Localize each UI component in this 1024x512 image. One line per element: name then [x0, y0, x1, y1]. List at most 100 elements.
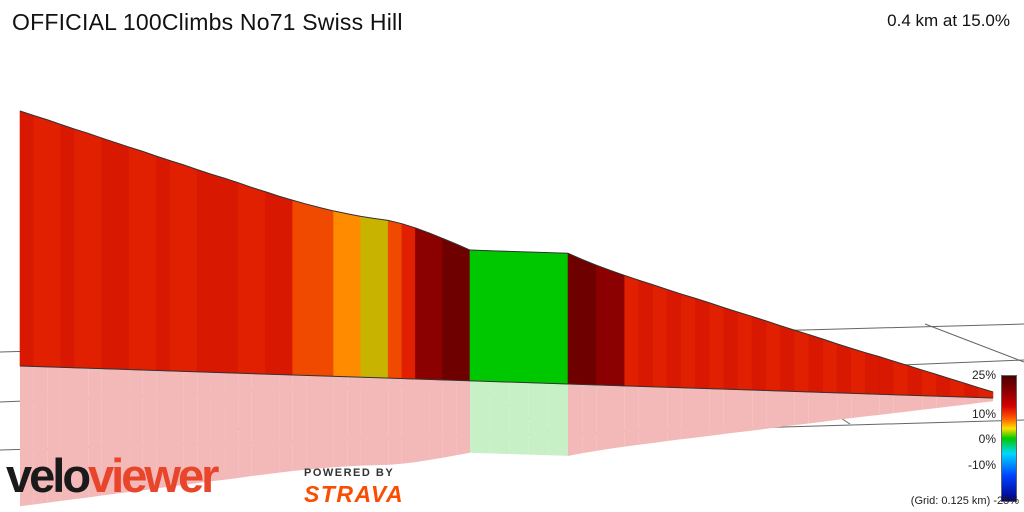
segment-25 [360, 216, 375, 378]
shadow-segment-23 [333, 376, 348, 468]
shadow-segment-57 [837, 392, 852, 420]
segment-5 [87, 132, 103, 370]
shadow-segment-25 [360, 377, 375, 466]
shadow-segment-46 [681, 387, 696, 440]
segment-9 [142, 150, 157, 371]
segment-53 [780, 325, 795, 392]
segment-42 [624, 275, 640, 387]
shadow-segment-17 [251, 373, 266, 477]
segment-13 [196, 169, 212, 373]
segment-14 [210, 173, 225, 374]
segment-6 [101, 137, 116, 370]
shadow-segment-32 [456, 380, 470, 456]
segment-34 [489, 250, 510, 383]
segment-47 [695, 297, 710, 389]
grid-note: (Grid: 0.125 km) -25% [911, 495, 1019, 507]
segment-26 [374, 218, 389, 379]
shadow-segment-60 [879, 394, 894, 415]
shadow-segment-6 [101, 368, 116, 496]
segment-11 [169, 160, 184, 372]
shadow-segment-13 [197, 371, 211, 484]
profile-segments [19, 110, 994, 399]
segment-54 [794, 329, 810, 393]
segment-50 [737, 311, 753, 391]
climb-summary: 0.4 km at 15.0% [887, 11, 1010, 30]
shadow-segment-36 [528, 382, 549, 456]
segment-4 [74, 128, 89, 369]
segment-18 [265, 191, 280, 375]
segment-32 [456, 243, 471, 382]
shadow-segment-59 [865, 393, 880, 417]
shadow-segment-0 [20, 366, 34, 507]
segment-21 [306, 203, 321, 377]
legend-label-minus-10: -10% [967, 458, 996, 472]
shadow-segment-49 [723, 389, 738, 434]
grid-scale-label: (Grid: 0.125 km) [910, 495, 991, 507]
shadow-segment-63 [922, 395, 937, 410]
shadow-segment-8 [129, 369, 143, 492]
shadow-segment-20 [292, 374, 307, 472]
shadow-segment-50 [738, 389, 753, 433]
shadow-segment-35 [509, 382, 529, 455]
shadow-segment-52 [766, 390, 781, 429]
legend-label-minus-25: -25% [993, 495, 1019, 507]
legend-label-10: 10% [971, 407, 996, 421]
shadow-segment-1 [33, 366, 48, 505]
shadow-segment-5 [88, 368, 102, 498]
shadow-segment-62 [908, 395, 923, 412]
logo-part-1: velo [6, 449, 91, 502]
shadow-segment-58 [851, 393, 866, 419]
shadow-segment-42 [624, 385, 639, 447]
segment-19 [278, 195, 294, 376]
shadow-segment-53 [780, 391, 795, 427]
segment-31 [442, 237, 457, 381]
shadow-segment-4 [74, 367, 89, 500]
shadow-segment-65 [950, 396, 965, 407]
segment-24 [346, 213, 362, 378]
segment-48 [709, 302, 725, 390]
shadow-segment-21 [306, 375, 320, 470]
shadow-segment-51 [752, 390, 767, 431]
shadow-segment-34 [489, 381, 510, 454]
shadow-segment-41 [610, 385, 625, 449]
segment-65 [950, 378, 965, 398]
segment-12 [183, 164, 198, 373]
segment-51 [751, 316, 767, 391]
shadow-segment-55 [808, 391, 823, 424]
segment-56 [822, 338, 838, 394]
segment-20 [292, 199, 307, 376]
shadow-segment-47 [695, 388, 710, 438]
shadow-segment-40 [596, 384, 611, 451]
shadow-segment-67 [978, 397, 993, 403]
segment-35 [508, 251, 530, 384]
segment-29 [415, 227, 430, 380]
segment-62 [907, 365, 923, 396]
shadow-segment-10 [156, 370, 170, 489]
shadow-segment-66 [964, 397, 979, 405]
segment-60 [879, 356, 895, 396]
segment-49 [723, 307, 739, 390]
segment-1 [33, 115, 48, 368]
segment-22 [319, 207, 334, 377]
segment-30 [428, 232, 444, 381]
segment-17 [251, 187, 266, 375]
segment-10 [156, 155, 171, 372]
shadow-segment-64 [936, 396, 951, 409]
shadow-segment-22 [320, 375, 334, 469]
shadow-segment-7 [115, 369, 130, 494]
shadow-segment-24 [347, 376, 361, 467]
shadow-segment-39 [582, 384, 597, 454]
segment-40 [596, 264, 611, 386]
segment-61 [893, 360, 909, 396]
shadow-segment-26 [374, 377, 389, 466]
segment-57 [836, 343, 852, 394]
shadow-segment-33 [470, 380, 490, 454]
segment-16 [237, 182, 253, 374]
segment-43 [638, 279, 654, 388]
shadow-segment-48 [709, 388, 724, 436]
shadow-segment-12 [183, 371, 198, 485]
segment-36 [528, 251, 549, 384]
shadow-segment-61 [893, 394, 908, 414]
segment-27 [387, 219, 403, 379]
shadow-segment-38 [568, 384, 583, 456]
